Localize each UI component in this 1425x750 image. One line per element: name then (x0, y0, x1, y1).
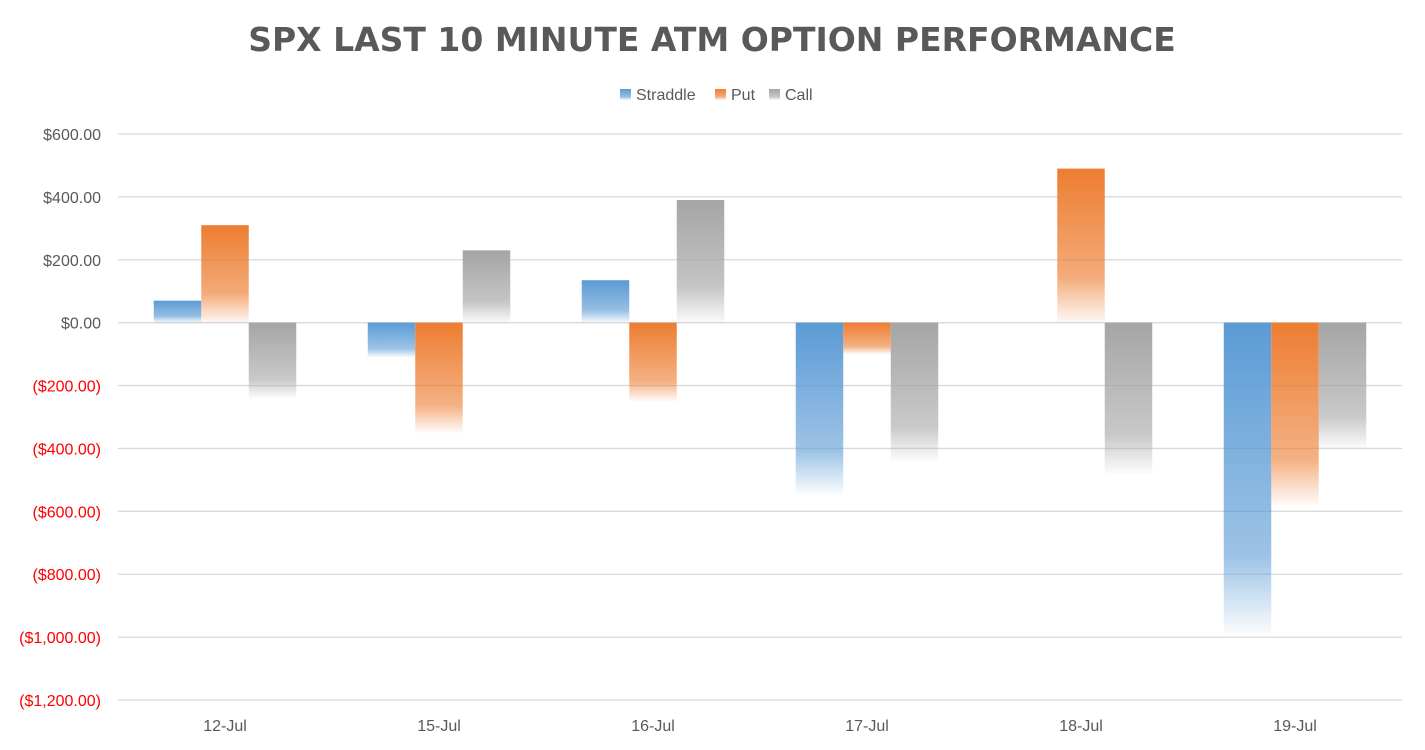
chart-title: SPX LAST 10 MINUTE ATM OPTION PERFORMANC… (248, 20, 1176, 59)
bar-put-16-jul (629, 322, 677, 402)
bar-put-17-jul (843, 322, 891, 355)
x-tick-label: 12-Jul (203, 718, 247, 735)
bar-call-16-jul (676, 200, 725, 323)
bar-straddle-12-jul (153, 300, 202, 323)
bar-straddle-19-jul (1223, 322, 1272, 634)
legend-item-call: Call (769, 87, 813, 104)
legend-swatch (620, 89, 631, 100)
bar-put-15-jul (415, 322, 463, 433)
y-tick-label: $200.00 (43, 253, 101, 270)
bar-straddle-17-jul (795, 322, 844, 495)
legend-label: Call (785, 87, 813, 104)
y-axis-ticks: $600.00 $400.00 $200.00 $0.00 ($200.00) ($400… (19, 127, 101, 710)
y-tick-label: $600.00 (43, 127, 101, 144)
y-tick-label: ($400.00) (33, 441, 102, 458)
bar-call-17-jul (890, 322, 939, 462)
bars (153, 168, 1367, 634)
y-tick-label: ($200.00) (33, 379, 102, 396)
legend-item-put: Put (715, 87, 756, 104)
legend-swatch (715, 89, 726, 100)
x-axis-ticks: 12-Jul 15-Jul 16-Jul 17-Jul 18-Jul 19-Jul (203, 718, 1317, 735)
bar-call-12-jul (248, 322, 297, 399)
y-tick-label: $400.00 (43, 190, 101, 207)
y-tick-label: ($600.00) (33, 504, 102, 521)
bar-call-15-jul (462, 250, 511, 323)
y-tick-label: ($1,000.00) (19, 630, 101, 647)
bar-straddle-16-jul (581, 280, 630, 323)
bar-call-19-jul (1318, 322, 1367, 449)
x-tick-label: 16-Jul (631, 718, 675, 735)
x-tick-label: 15-Jul (417, 718, 461, 735)
y-tick-label: $0.00 (61, 316, 101, 333)
bar-straddle-15-jul (367, 322, 416, 358)
y-tick-label: ($1,200.00) (19, 693, 101, 710)
x-tick-label: 19-Jul (1273, 718, 1317, 735)
bar-call-18-jul (1104, 322, 1153, 474)
legend-item-straddle: Straddle (620, 87, 696, 104)
legend-label: Straddle (636, 87, 696, 104)
bar-put-12-jul (201, 225, 249, 323)
x-tick-label: 18-Jul (1059, 718, 1103, 735)
legend-swatch (769, 89, 780, 100)
bar-put-18-jul (1057, 168, 1105, 323)
x-tick-label: 17-Jul (845, 718, 889, 735)
y-tick-label: ($800.00) (33, 567, 102, 584)
gridlines (118, 133, 1402, 701)
legend-label: Put (731, 87, 756, 104)
bar-put-19-jul (1271, 322, 1319, 506)
legend: Straddle Put Call (620, 87, 813, 104)
